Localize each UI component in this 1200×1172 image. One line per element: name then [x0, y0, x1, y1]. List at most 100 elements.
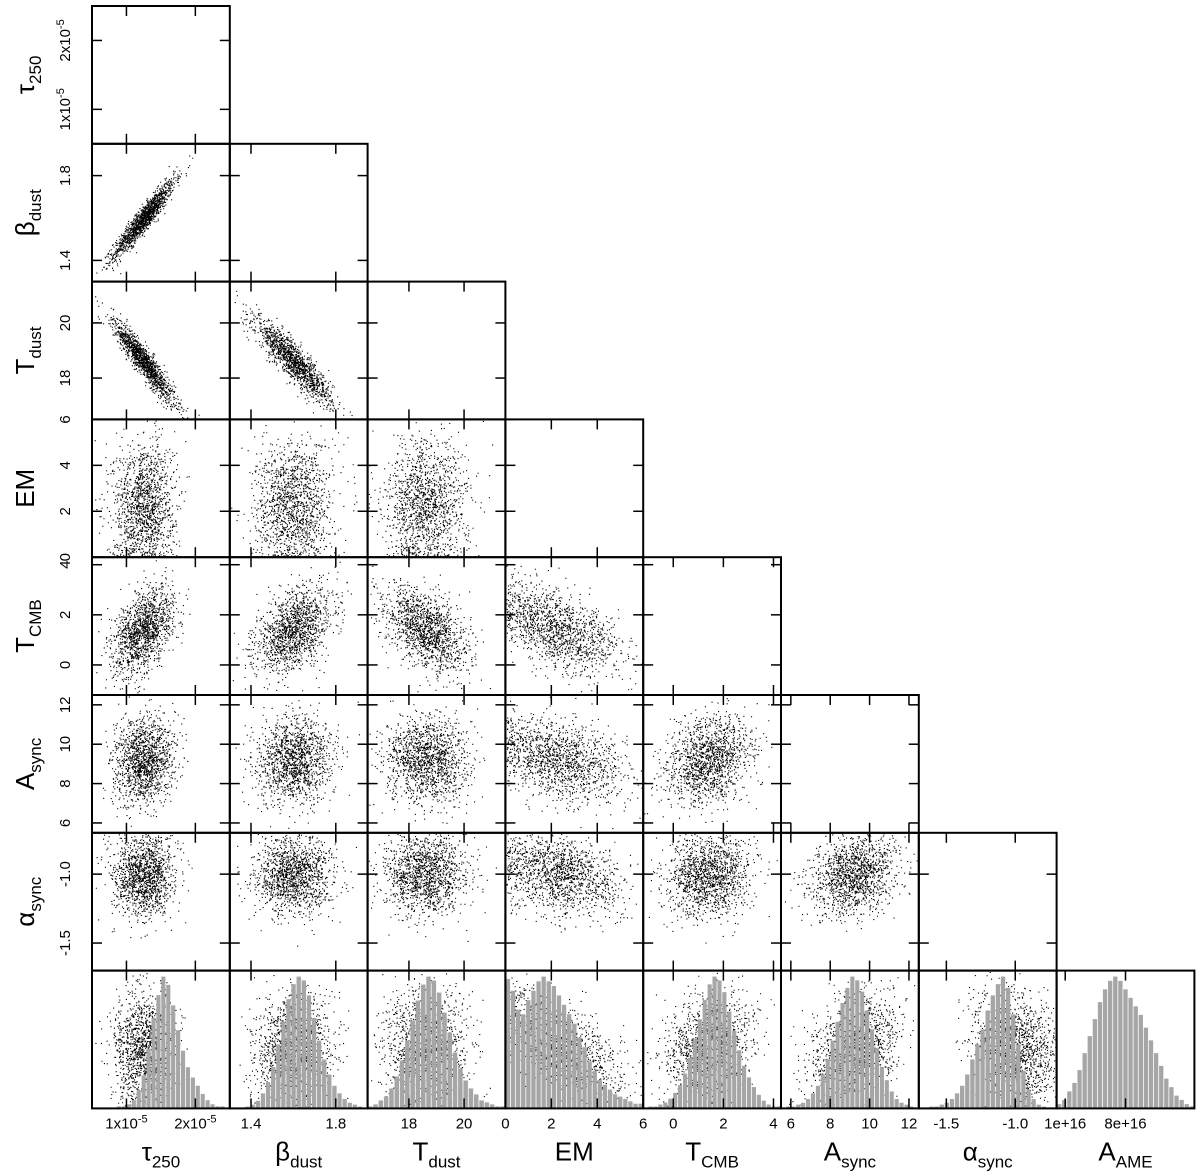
x-tick-label: 4 [769, 1115, 777, 1132]
scatter-points [371, 973, 491, 1108]
hist-bar [712, 976, 717, 1109]
hist-bar [860, 991, 865, 1109]
x-axis-label-Tdust: Tdust [412, 1136, 460, 1171]
hist-bar [1164, 1078, 1169, 1109]
hist-bar [1005, 987, 1011, 1109]
hist-bar [840, 1002, 845, 1109]
hist-bar [899, 1102, 904, 1109]
hist-bar [332, 1085, 337, 1109]
panel-frame [91, 831, 231, 972]
hist-bar [835, 1021, 840, 1109]
y-tick-label: 18 [57, 370, 74, 387]
hist-bar [638, 1103, 643, 1109]
hist-bar [205, 1100, 210, 1109]
hist-bar [985, 1010, 990, 1109]
hist-bar [850, 976, 855, 1109]
y-tick-label: 10 [57, 736, 74, 753]
scatter-panel-EM-vs-beta [231, 421, 358, 557]
hist-bar [415, 1000, 421, 1109]
x-tick-label: 2 [719, 1115, 727, 1132]
hist-bar [623, 1098, 628, 1109]
hist-bar [1143, 1027, 1149, 1109]
hist-bar [865, 1010, 870, 1109]
hist-bar [405, 1040, 410, 1109]
panel-frame [917, 831, 1058, 972]
hist-bar [889, 1091, 894, 1109]
hist-bar [176, 1030, 181, 1109]
x-tick-label: 1x10-5 [105, 1113, 147, 1132]
scatter-panel-Async-vs-tau250 [102, 696, 189, 827]
hist-bar [607, 1089, 613, 1109]
hist-bar [806, 1098, 811, 1109]
y-axis-label-alpha: αsync [10, 876, 45, 926]
hist-bar [633, 1103, 638, 1109]
hist-bar [697, 1019, 702, 1109]
hist-bar [582, 1047, 587, 1109]
hist-bar [766, 1104, 771, 1109]
hist-bar [431, 980, 437, 1109]
y-tick-label: 2 [57, 611, 74, 619]
hist-bar [383, 1096, 389, 1109]
hist-bar [727, 1011, 732, 1109]
scatter-panel-AAME-vs-alpha [955, 971, 1057, 1108]
scatter-panel-Async-vs-beta [235, 700, 360, 829]
scatter-panel-TCMB-vs-EM [506, 565, 643, 693]
hist-bar [551, 986, 557, 1109]
hist-bar [410, 1020, 415, 1109]
hist-bar [1153, 1053, 1159, 1109]
hist-bar [121, 1106, 127, 1109]
hist-bar [161, 976, 166, 1109]
hist-bar [820, 1074, 825, 1109]
scatter-points [95, 834, 193, 939]
hist-bar [474, 1094, 479, 1109]
x-tick-label: 2x10-5 [174, 1113, 216, 1132]
scatter-points [232, 561, 352, 695]
panel-frame [228, 831, 369, 972]
hist-bar [602, 1084, 608, 1109]
hist-bar [166, 984, 171, 1109]
hist-bar [195, 1085, 200, 1109]
x-tick-label: 0 [501, 1115, 509, 1132]
hist-bar [389, 1088, 394, 1109]
scatter-points [506, 565, 643, 693]
hist-bar [1082, 1053, 1087, 1109]
histogram-Tdust [368, 976, 505, 1109]
hist-bar [322, 1059, 327, 1109]
hist-bar [458, 1068, 463, 1109]
x-tick-label: 20 [456, 1115, 473, 1132]
hist-bar [577, 1037, 582, 1109]
hist-bar [447, 1032, 452, 1109]
x-tick-label: 18 [401, 1115, 418, 1132]
hist-bar [556, 995, 562, 1109]
scatter-panel-EM-vs-Tdust [368, 420, 494, 558]
y-tick-label: 4 [57, 561, 74, 569]
hist-bar [347, 1102, 352, 1109]
scatter-points [789, 973, 916, 1108]
scatter-panel-Async-vs-EM [506, 696, 643, 830]
tick-layer [92, 6, 1127, 1109]
hist-bar [291, 984, 296, 1109]
hist-bar [845, 987, 850, 1109]
hist-bar [658, 1104, 663, 1109]
hist-bar [131, 1100, 136, 1109]
y-tick-label: 4 [57, 461, 74, 469]
hist-bar [884, 1080, 889, 1109]
hist-bar [663, 1102, 668, 1109]
hist-bar [531, 990, 536, 1109]
hist-bar [717, 980, 722, 1109]
hist-bar [1031, 1098, 1036, 1109]
scatter-points-layer [94, 155, 1057, 1109]
hist-bar [1159, 1065, 1164, 1109]
y-tick-label: -1.0 [57, 861, 74, 887]
hist-bar [426, 976, 431, 1109]
hist-bar [546, 981, 551, 1109]
hist-bar [1133, 1006, 1138, 1109]
hist-bar [810, 1093, 816, 1109]
hist-bar [146, 1048, 151, 1109]
hist-bar [1026, 1089, 1031, 1109]
scatter-panel-AAME-vs-Async [789, 973, 916, 1108]
hist-bar [756, 1094, 761, 1109]
hist-bar [628, 1101, 633, 1109]
hist-bar [220, 1106, 225, 1109]
panel-frame [366, 280, 507, 421]
